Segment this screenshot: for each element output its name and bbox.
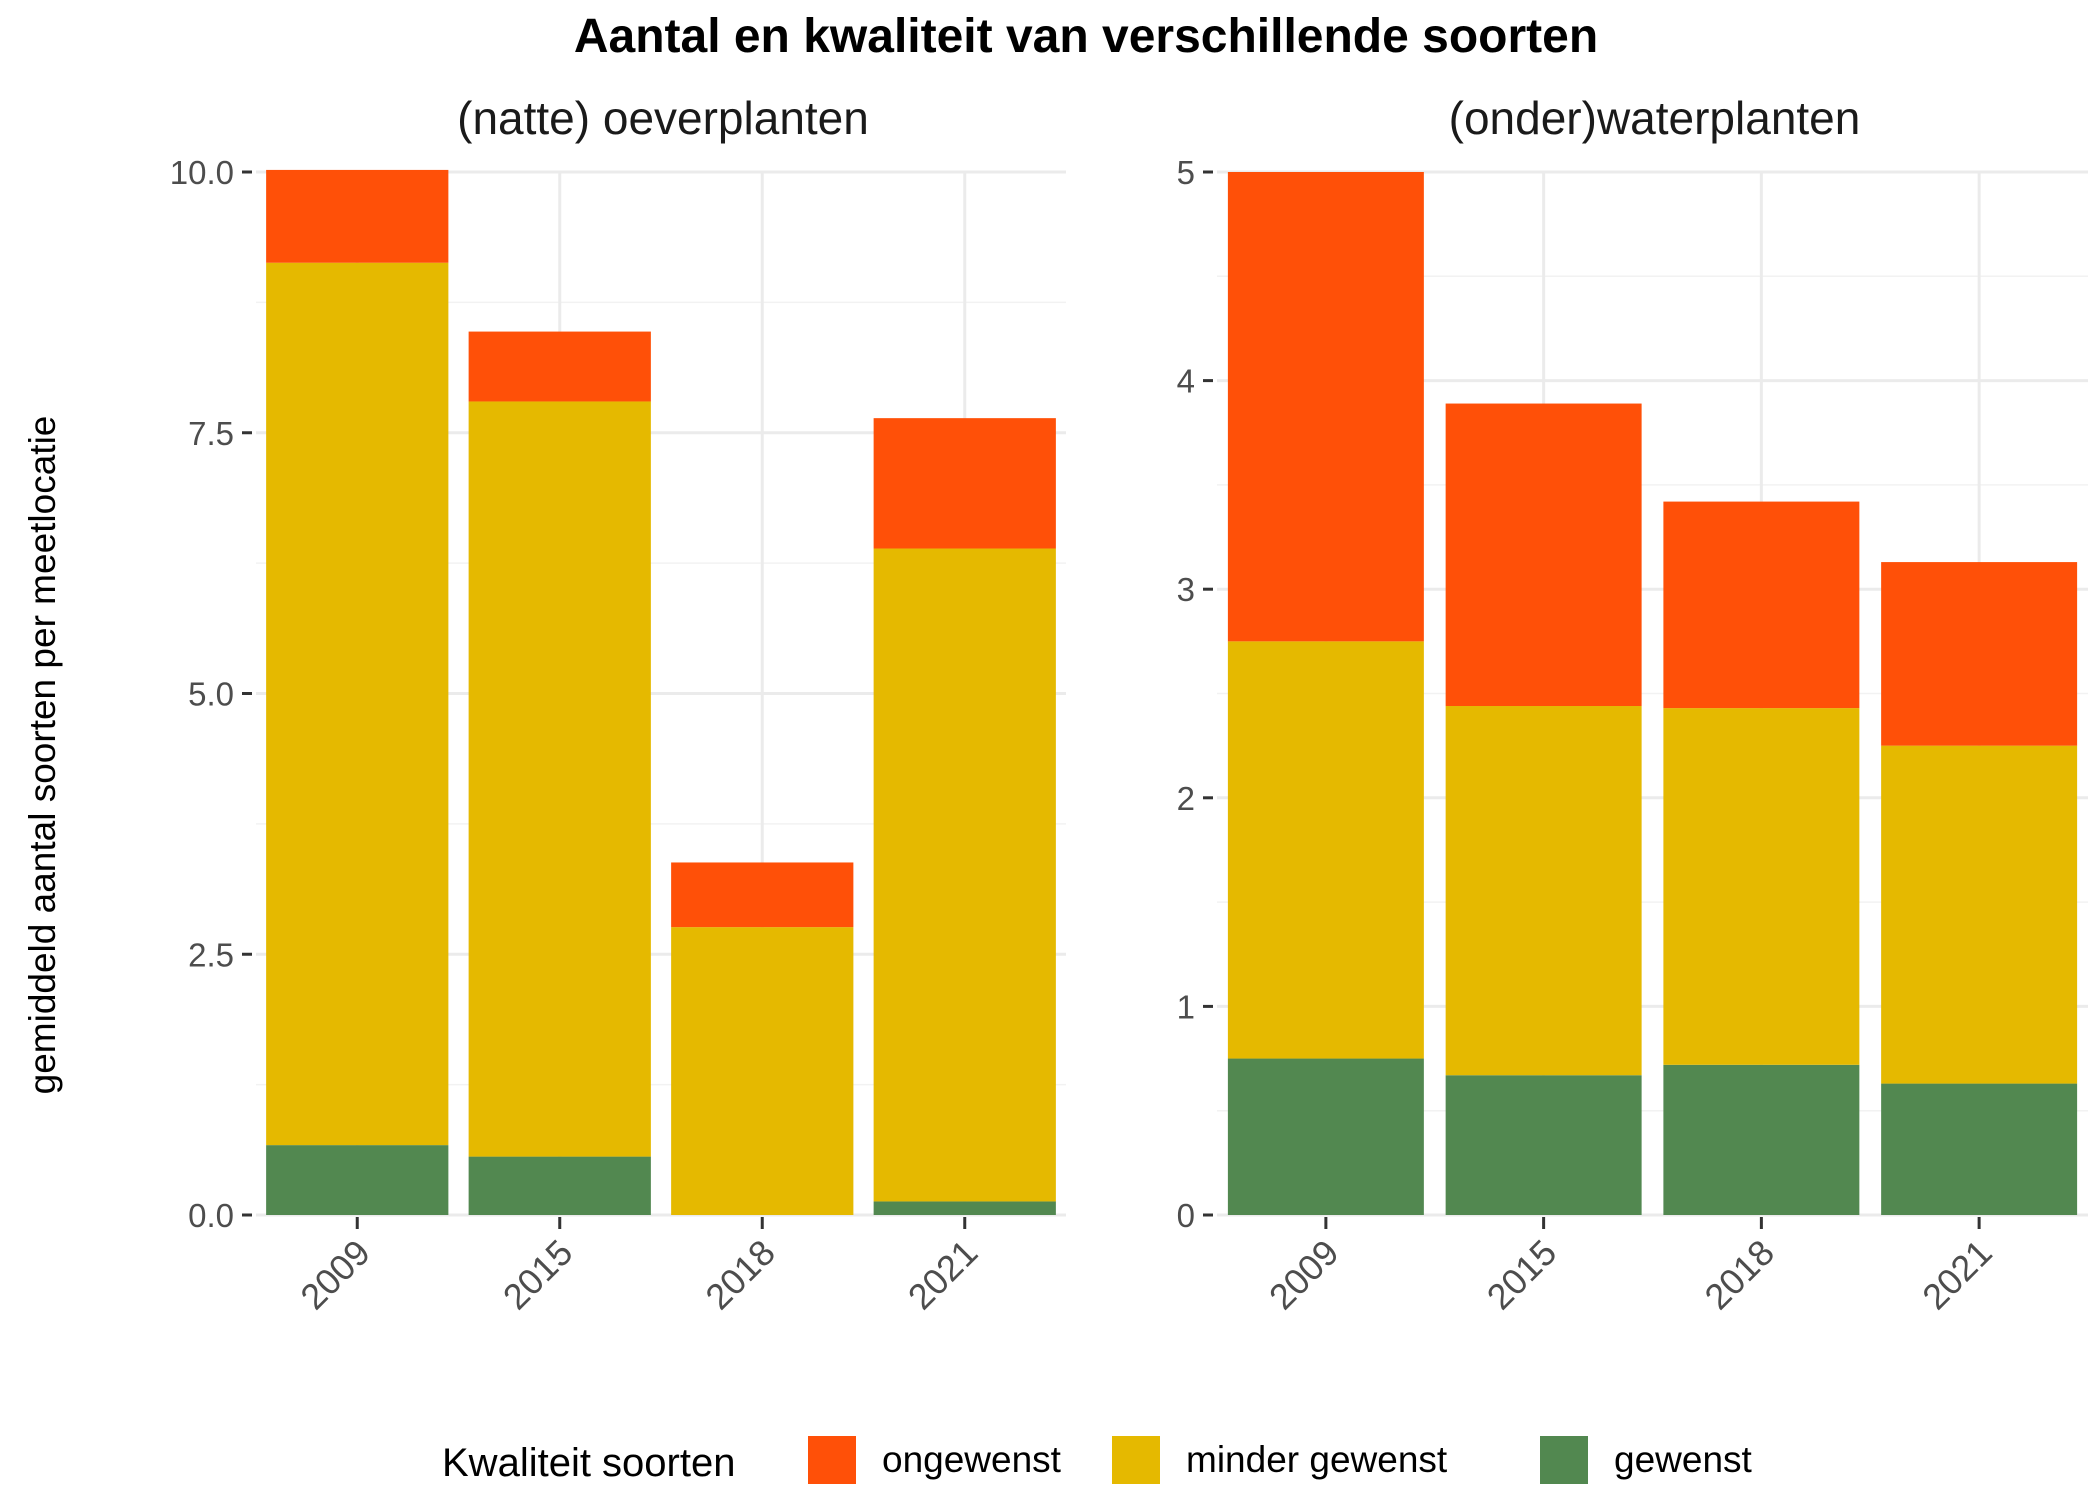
y-tick-label: 1 [1177, 988, 1195, 1025]
panel-1: 0.0 2.5 5.0 7.5 10.0 2009 2015 2018 2021 (natte) … [170, 92, 1066, 1317]
bar-2018-minder-gewenst [1663, 708, 1860, 1065]
y-tick-label: 2.5 [188, 936, 234, 973]
bar-2021-gewenst [873, 1201, 1056, 1215]
bar-2015-ongewenst [1445, 403, 1642, 707]
panel-subtitle: (onder)waterplanten [1449, 92, 1861, 144]
y-tick-label: 4 [1177, 363, 1195, 400]
y-tick-label: 0.0 [188, 1197, 234, 1234]
legend: Kwaliteit soorten ongewenst minder gewens… [442, 1436, 1753, 1485]
bar-2009-ongewenst [1227, 172, 1424, 642]
bar-2015-ongewenst [468, 331, 651, 402]
bar-2021-minder-gewenst [1881, 745, 2078, 1084]
legend-key-ongewenst [808, 1436, 856, 1484]
y-axis-label: gemiddeld aantal soorten per meetlocatie [22, 416, 63, 1095]
y-tick-label: 2 [1177, 780, 1195, 817]
legend-title: Kwaliteit soorten [442, 1441, 735, 1485]
bar-2021-ongewenst [1881, 562, 2078, 746]
x-tick-label: 2009 [1261, 1232, 1347, 1318]
bar-2018-ongewenst [1663, 501, 1860, 709]
bar-2009-ongewenst [266, 169, 449, 263]
x-tick-label: 2015 [495, 1232, 581, 1318]
y-tick-label: 7.5 [188, 415, 234, 452]
bar-2015-gewenst [468, 1156, 651, 1215]
legend-label: ongewenst [882, 1439, 1062, 1480]
bar-2009-minder-gewenst [1227, 641, 1424, 1059]
x-tick-label: 2009 [292, 1232, 378, 1318]
y-tick-label: 10.0 [170, 154, 234, 191]
y-tick-label: 3 [1177, 571, 1195, 608]
x-tick-label: 2021 [1914, 1232, 2000, 1318]
legend-label: minder gewenst [1186, 1439, 1448, 1480]
legend-items: ongewenst minder gewenst gewenst [808, 1436, 1753, 1484]
y-tick-label: 5 [1177, 154, 1195, 191]
chart-title: Aantal en kwaliteit van verschillende so… [574, 10, 1598, 63]
legend-key-minder-gewenst [1112, 1436, 1160, 1484]
panel-2: 0 1 2 3 4 5 2009 2015 2018 2021 (onder)waterplante… [1177, 92, 2088, 1317]
bar-2021-ongewenst [873, 418, 1056, 549]
bar-2015-gewenst [1445, 1075, 1642, 1215]
legend-label: gewenst [1614, 1439, 1753, 1480]
bar-2018-minder-gewenst [671, 927, 854, 1215]
bar-2021-minder-gewenst [873, 548, 1056, 1202]
x-tick-label: 2018 [697, 1232, 783, 1318]
bar-2015-minder-gewenst [1445, 706, 1642, 1076]
bar-2021-gewenst [1881, 1083, 2078, 1215]
y-tick-label: 5.0 [188, 676, 234, 713]
bar-2018-gewenst [1663, 1064, 1860, 1215]
bar-2009-minder-gewenst [266, 262, 449, 1146]
x-tick-label: 2018 [1696, 1232, 1782, 1318]
bar-2009-gewenst [266, 1145, 449, 1215]
panel-subtitle: (natte) oeverplanten [457, 92, 869, 144]
bar-2015-minder-gewenst [468, 401, 651, 1157]
legend-key-gewenst [1540, 1436, 1588, 1484]
bar-2018-ongewenst [671, 862, 854, 928]
bar-2009-gewenst [1227, 1058, 1424, 1215]
x-tick-label: 2021 [900, 1232, 986, 1318]
y-tick-label: 0 [1177, 1197, 1195, 1234]
x-tick-label: 2015 [1479, 1232, 1565, 1318]
